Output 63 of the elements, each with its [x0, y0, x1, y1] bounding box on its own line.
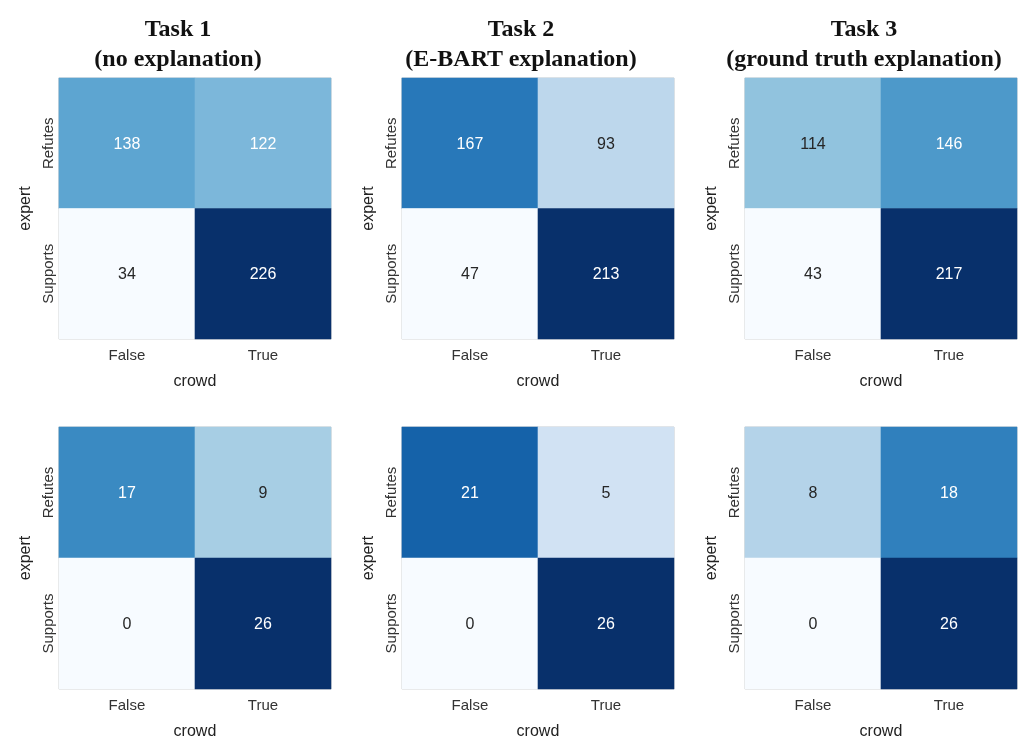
x-tick-label: False [451, 346, 489, 363]
data-label: 8 [808, 484, 818, 501]
x-axis-title: crowd [859, 371, 903, 389]
x-tick-label: True [933, 346, 965, 363]
data-label: 0 [465, 615, 475, 632]
x-tick-label: True [247, 346, 279, 363]
data-label: 26 [940, 615, 958, 632]
y-tick-label: Refutes [38, 117, 56, 170]
y-tick-label: Supports [38, 243, 56, 304]
data-label: 17 [118, 484, 136, 501]
data-label: 34 [118, 265, 136, 283]
data-label: 93 [597, 134, 615, 152]
data-label: 213 [592, 265, 620, 283]
data-label: 138 [113, 134, 141, 152]
y-tick-label: Supports [724, 243, 742, 304]
y-axis-title: expert [358, 535, 376, 581]
y-tick-label: Refutes [724, 466, 742, 519]
y-tick-label: Refutes [724, 117, 742, 170]
x-axis-title: crowd [173, 371, 217, 389]
x-tick-label: True [590, 346, 622, 363]
y-tick-label: Supports [381, 593, 399, 654]
data-label: 114 [800, 134, 826, 152]
x-axis-title: crowd [173, 721, 217, 739]
chart-title: Task 2 (E-BART explanation) [405, 15, 637, 71]
x-tick-label: False [794, 346, 832, 363]
data-label: 167 [456, 134, 484, 152]
x-tick-label: False [451, 696, 489, 713]
data-label: 43 [804, 265, 822, 283]
data-label: 217 [935, 265, 963, 283]
x-axis-title: crowd [516, 721, 560, 739]
chart-title: Task 1 (no explanation) [94, 15, 262, 71]
y-tick-label: Refutes [38, 466, 56, 519]
data-label: 9 [258, 484, 268, 501]
data-label: 0 [808, 615, 818, 632]
data-label: 18 [940, 484, 958, 501]
data-label: 21 [461, 484, 479, 501]
y-axis-title: expert [358, 185, 376, 231]
y-axis-title: expert [15, 535, 33, 581]
data-label: 146 [935, 134, 963, 152]
x-tick-label: True [247, 696, 279, 713]
chart-title: Task 3 (ground truth explanation) [726, 15, 1002, 71]
y-tick-label: Supports [38, 593, 56, 654]
data-label: 5 [601, 484, 611, 501]
data-label: 122 [249, 134, 277, 152]
y-tick-label: Refutes [381, 466, 399, 519]
y-tick-label: Supports [724, 593, 742, 654]
y-axis-title: expert [15, 185, 33, 231]
data-label: 226 [249, 265, 277, 283]
y-axis-title: expert [701, 535, 719, 581]
y-tick-label: Supports [381, 243, 399, 304]
data-label: 47 [461, 265, 479, 283]
data-label: 26 [254, 615, 272, 632]
x-axis-title: crowd [516, 371, 560, 389]
x-tick-label: True [933, 696, 965, 713]
x-tick-label: False [108, 696, 146, 713]
y-tick-label: Refutes [381, 117, 399, 170]
data-label: 0 [122, 615, 132, 632]
x-tick-label: False [108, 346, 146, 363]
x-tick-label: True [590, 696, 622, 713]
y-axis-title: expert [701, 185, 719, 231]
x-tick-label: False [794, 696, 832, 713]
data-label: 26 [597, 615, 615, 632]
x-axis-title: crowd [859, 721, 903, 739]
